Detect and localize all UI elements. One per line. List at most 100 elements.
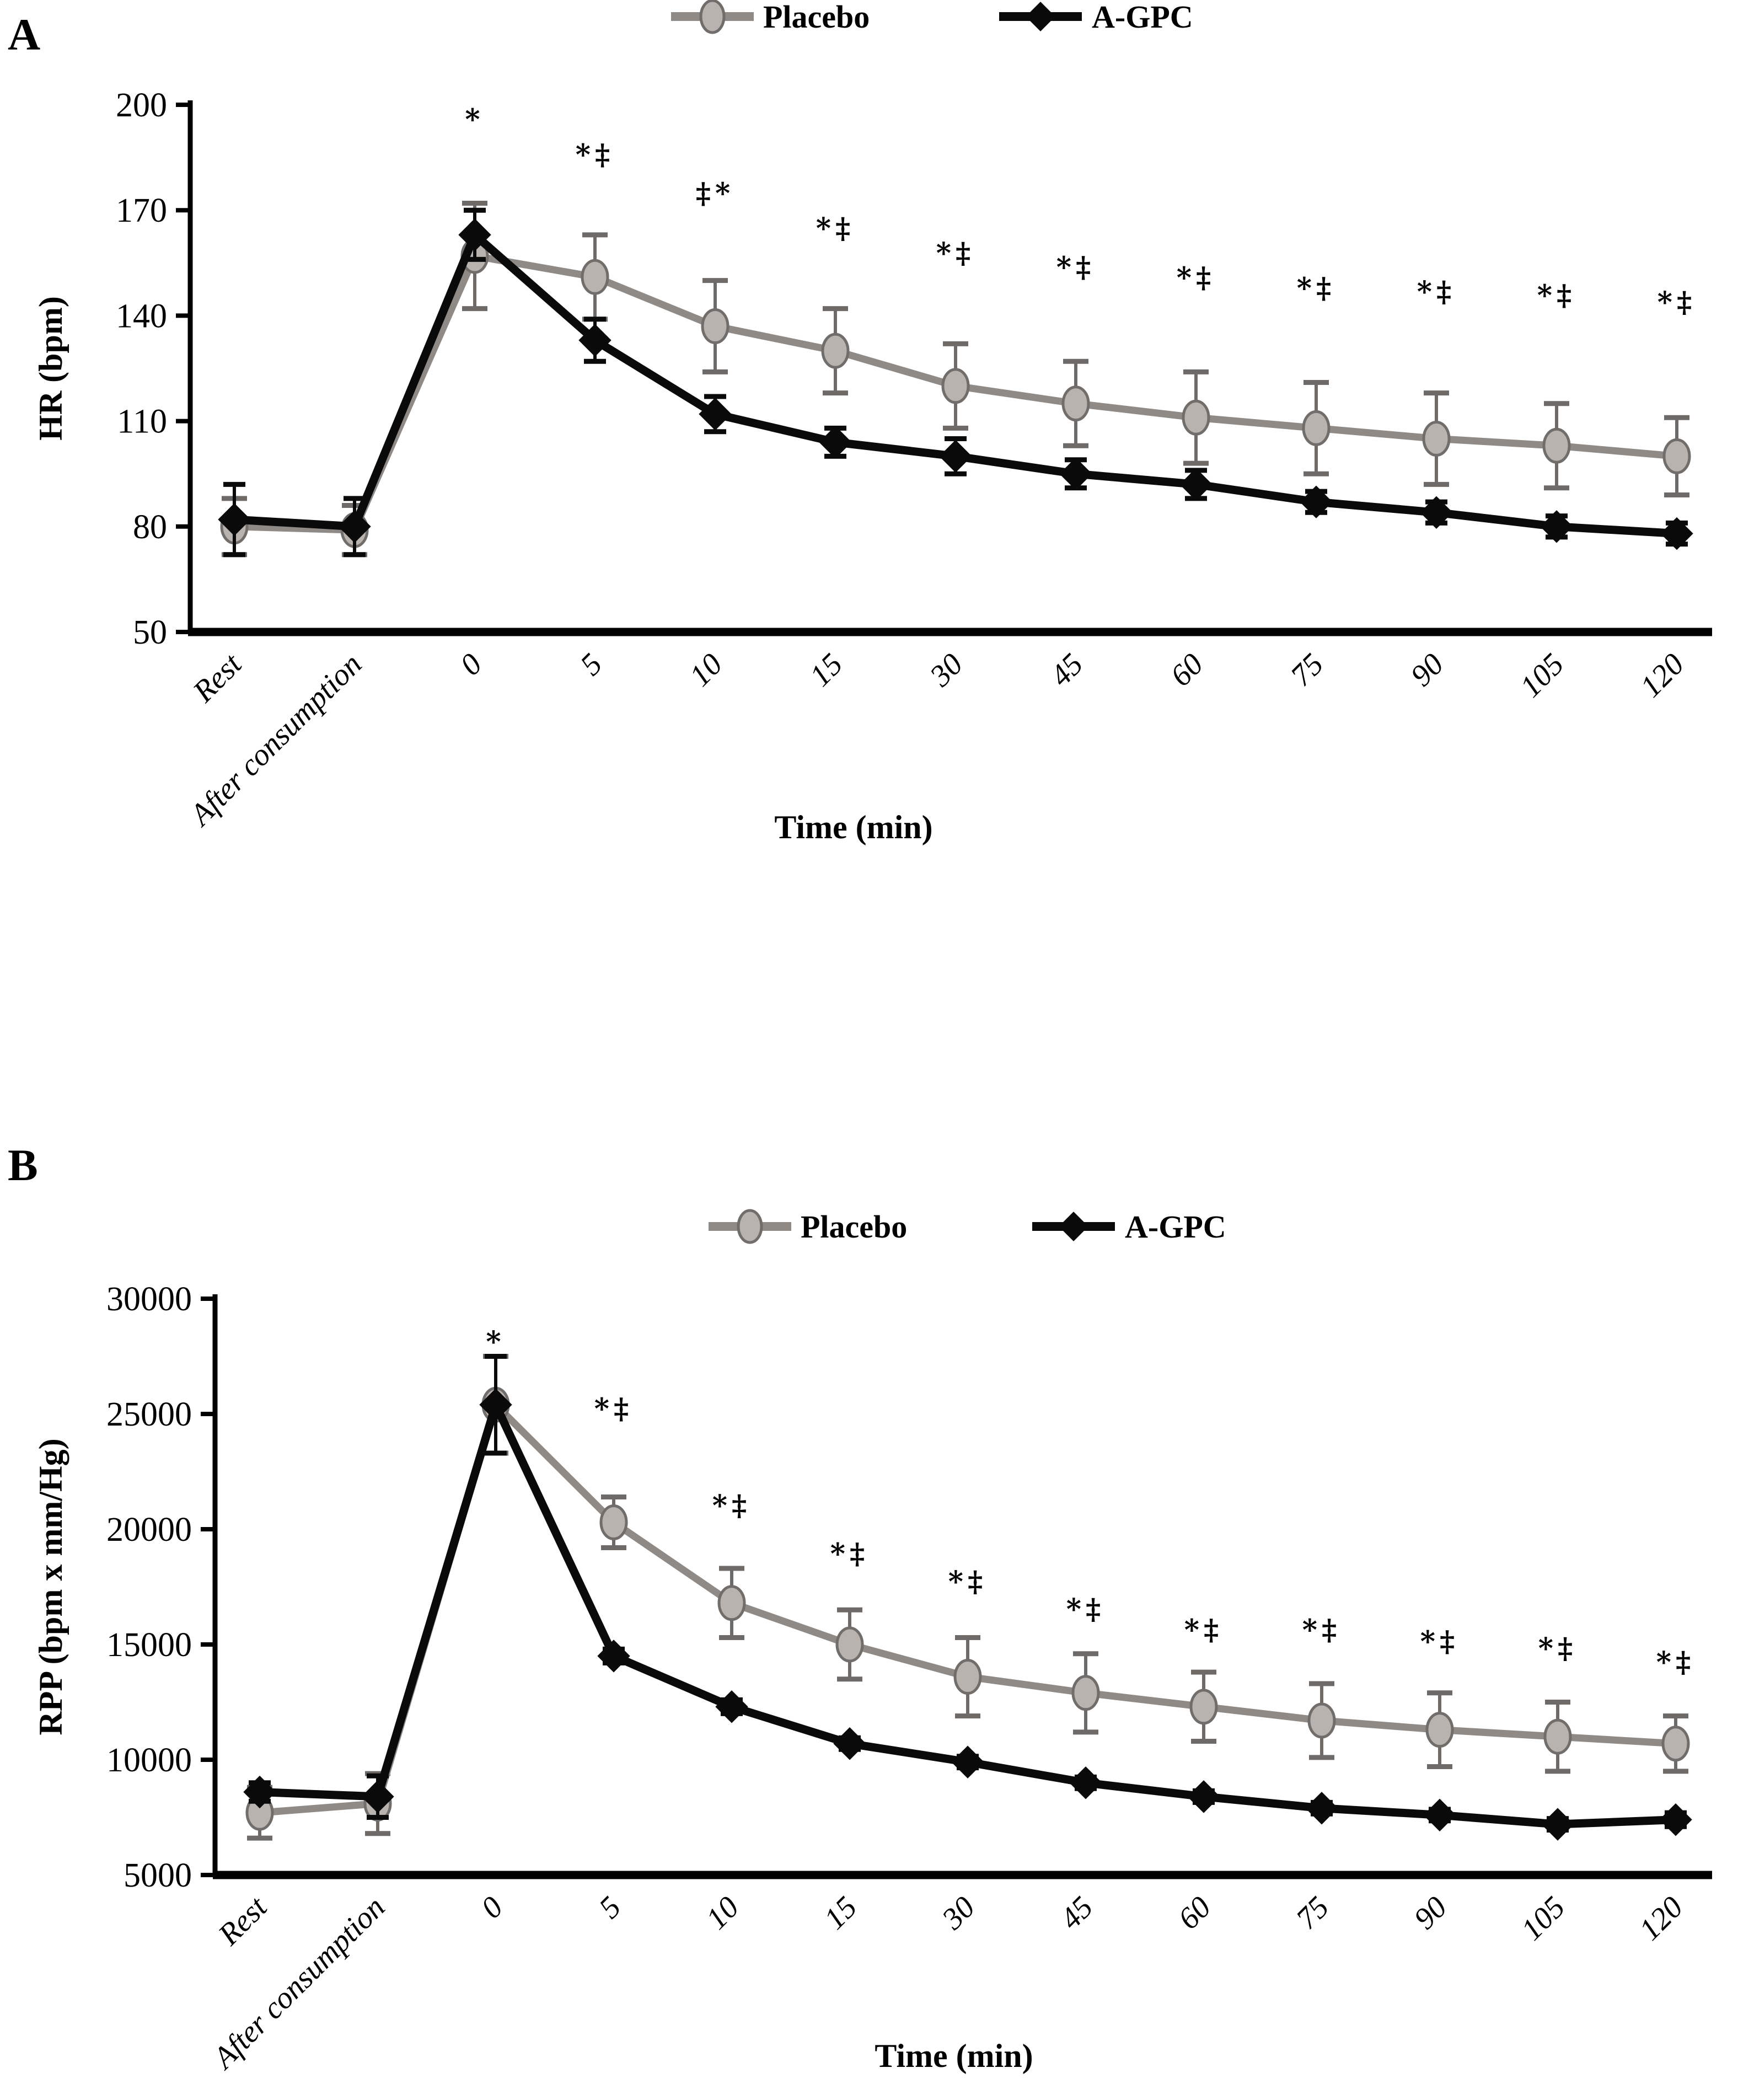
placebo-marker [835, 1626, 864, 1663]
significance-label: *‡ [1297, 272, 1335, 306]
legend-placebo-label: Placebo [763, 0, 870, 35]
legend-placebo-marker-icon [737, 1209, 763, 1244]
legend-agpc-label: A-GPC [1125, 1209, 1226, 1245]
y-tick-label: 110 [117, 403, 167, 441]
y-tick-label: 15000 [106, 1626, 192, 1664]
agpc-marker [1423, 1798, 1456, 1832]
agpc-marker [951, 1745, 984, 1778]
x-tick-label: 105 [1515, 1890, 1571, 1947]
x-tick-label: 5 [574, 647, 609, 682]
panel-letter-b: B [8, 1140, 38, 1190]
x-tick-label: 75 [1290, 1890, 1335, 1936]
x-tick-label: 0 [475, 1890, 510, 1925]
legend-panel-a: Placebo A-GPC [671, 0, 1193, 35]
significance-label: *‡ [1538, 1632, 1577, 1665]
agpc-marker [1660, 517, 1693, 550]
significance-label: *‡ [1056, 250, 1095, 284]
legend-agpc-label: A-GPC [1092, 0, 1193, 35]
x-tick-label: 90 [1404, 647, 1450, 693]
y-tick-label: 25000 [106, 1396, 192, 1433]
placebo-marker [599, 1504, 628, 1540]
series-agpc [243, 1354, 1692, 1841]
placebo-marker [1061, 385, 1090, 422]
agpc-marker [1541, 1808, 1574, 1841]
x-tick-label: 10 [700, 1890, 745, 1936]
x-tick-label: 105 [1514, 647, 1570, 704]
agpc-marker [1069, 1766, 1102, 1799]
legend-agpc-marker-icon [1026, 2, 1055, 31]
legend-placebo-marker-icon [699, 0, 726, 34]
y-tick-label: 170 [116, 192, 167, 229]
significance-label: *‡ [936, 237, 975, 270]
significance-label: *‡ [830, 1538, 869, 1571]
placebo-marker [1425, 1712, 1454, 1748]
agpc-marker [1420, 496, 1453, 529]
y-tick-label: 30000 [106, 1281, 192, 1318]
significance-label: *‡ [1537, 278, 1576, 312]
y-tick-label: 140 [116, 297, 167, 335]
x-tick-label: 120 [1634, 647, 1691, 704]
placebo-marker [581, 259, 609, 295]
placebo-marker [941, 368, 970, 404]
significance-label: *‡ [816, 212, 855, 245]
significance-label: *‡ [1657, 286, 1696, 319]
agpc-marker [1305, 1792, 1338, 1825]
x-tick-label: 30 [935, 1890, 981, 1936]
agpc-marker [479, 1388, 512, 1421]
placebo-marker [1422, 420, 1451, 457]
significance-label: *‡ [594, 1392, 633, 1426]
agpc-marker [833, 1727, 866, 1760]
x-tick-label: 60 [1172, 1890, 1217, 1936]
placebo-marker [1302, 410, 1331, 446]
panel-letter-a: A [8, 9, 40, 60]
placebo-marker [1542, 427, 1571, 464]
significance-label: ‡* [696, 176, 734, 210]
x-tick-label: 45 [1044, 647, 1090, 693]
legend-placebo-label: Placebo [801, 1209, 907, 1245]
x-tick-label: 15 [803, 647, 849, 693]
placebo-marker [1071, 1675, 1100, 1711]
agpc-marker [578, 324, 611, 357]
agpc-marker [1059, 457, 1092, 490]
significance-label: *‡ [1656, 1646, 1695, 1679]
x-tick-label: 15 [818, 1890, 863, 1936]
x-tick-label: 30 [923, 647, 969, 693]
agpc-marker [597, 1640, 630, 1673]
placebo-marker [1543, 1718, 1572, 1755]
agpc-marker [939, 440, 972, 473]
x-tick-label: 45 [1054, 1890, 1099, 1936]
placebo-marker [1662, 438, 1691, 474]
agpc-marker [338, 510, 371, 543]
placebo-marker [1307, 1702, 1336, 1739]
significance-label: *‡ [1066, 1593, 1105, 1626]
y-tick-label: 5000 [124, 1857, 192, 1894]
agpc-marker [1187, 1780, 1220, 1813]
x-tick-label: 90 [1408, 1890, 1453, 1936]
y-tick-label: 10000 [106, 1742, 192, 1779]
placebo-marker [1182, 399, 1210, 436]
x-tick-label: 0 [454, 647, 489, 682]
agpc-marker [1179, 468, 1213, 501]
agpc-marker [819, 426, 852, 459]
agpc-marker [1300, 485, 1333, 518]
placebo-marker [1661, 1726, 1690, 1762]
x-tick-label: 60 [1164, 647, 1210, 693]
y-axis-title: HR (bpm) [33, 296, 69, 441]
agpc-marker [715, 1690, 748, 1723]
x-axis-title: Time (min) [875, 2038, 1033, 2074]
agpc-marker [243, 1775, 276, 1809]
significance-label: *‡ [1420, 1625, 1459, 1659]
placebo-marker [953, 1659, 982, 1695]
agpc-marker [1540, 510, 1573, 543]
placebo-marker [717, 1585, 746, 1621]
x-axis-title: Time (min) [774, 809, 932, 845]
agpc-marker [458, 218, 491, 251]
placebo-marker [1189, 1689, 1218, 1725]
agpc-marker [1659, 1803, 1692, 1836]
legend-agpc-marker-icon [1059, 1212, 1088, 1241]
significance-label: *‡ [1417, 275, 1456, 309]
